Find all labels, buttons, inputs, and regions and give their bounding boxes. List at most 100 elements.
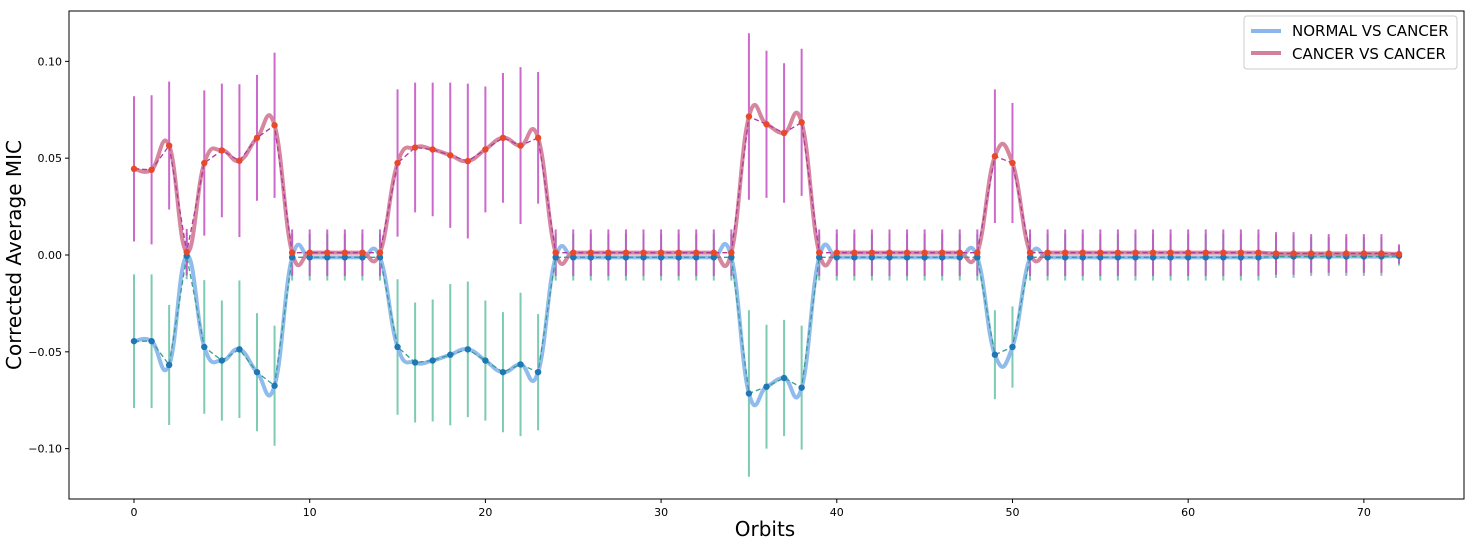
data-point-cancer-vs-cancer: [183, 248, 190, 256]
data-point-cancer-vs-cancer: [1290, 250, 1297, 257]
data-point-normal-vs-cancer: [956, 254, 963, 261]
x-axis-title: Orbits: [735, 517, 795, 541]
data-point-cancer-vs-cancer: [271, 122, 278, 129]
data-point-cancer-vs-cancer: [218, 147, 226, 154]
y-tick-label: −0.10: [28, 443, 62, 456]
y-tick-label: −0.05: [28, 346, 62, 359]
data-point-cancer-vs-cancer: [868, 249, 876, 256]
data-point-cancer-vs-cancer: [622, 249, 630, 256]
x-tick-label: 60: [1181, 506, 1195, 519]
data-point-cancer-vs-cancer: [851, 249, 858, 256]
data-point-normal-vs-cancer: [1009, 343, 1016, 351]
data-point-cancer-vs-cancer: [148, 166, 155, 173]
data-point-normal-vs-cancer: [148, 337, 155, 345]
data-point-cancer-vs-cancer: [130, 165, 138, 173]
data-point-cancer-vs-cancer: [974, 249, 981, 256]
data-point-normal-vs-cancer: [482, 357, 489, 364]
data-point-normal-vs-cancer: [833, 254, 840, 261]
data-point-cancer-vs-cancer: [447, 152, 454, 159]
data-point-normal-vs-cancer: [201, 343, 208, 351]
data-point-normal-vs-cancer: [341, 254, 349, 261]
y-axis-title: Corrected Average MIC: [2, 140, 26, 370]
data-point-cancer-vs-cancer: [1395, 250, 1403, 258]
data-point-cancer-vs-cancer: [1237, 249, 1245, 256]
data-point-normal-vs-cancer: [165, 361, 173, 369]
data-point-cancer-vs-cancer: [1132, 249, 1139, 256]
data-point-cancer-vs-cancer: [886, 249, 893, 256]
data-point-cancer-vs-cancer: [921, 249, 928, 256]
data-point-cancer-vs-cancer: [1009, 159, 1016, 167]
data-point-normal-vs-cancer: [499, 368, 507, 376]
data-point-cancer-vs-cancer: [1220, 249, 1227, 256]
data-point-cancer-vs-cancer: [288, 249, 296, 256]
legend: NORMAL VS CANCER CANCER VS CANCER: [1243, 15, 1458, 70]
data-point-cancer-vs-cancer: [236, 157, 243, 164]
data-point-cancer-vs-cancer: [201, 159, 208, 167]
data-point-cancer-vs-cancer: [728, 249, 735, 256]
data-point-cancer-vs-cancer: [1149, 249, 1157, 256]
x-tick-label: 40: [830, 506, 844, 519]
y-tick-label: 0.00: [38, 249, 63, 262]
data-point-cancer-vs-cancer: [1044, 249, 1051, 256]
data-point-normal-vs-cancer: [1167, 254, 1174, 261]
data-point-cancer-vs-cancer: [552, 249, 559, 256]
data-point-normal-vs-cancer: [464, 346, 472, 353]
data-point-normal-vs-cancer: [394, 343, 401, 351]
data-point-normal-vs-cancer: [1026, 254, 1034, 261]
x-tick-label: 70: [1357, 506, 1371, 519]
data-point-cancer-vs-cancer: [394, 159, 401, 167]
data-point-cancer-vs-cancer: [587, 249, 595, 256]
data-point-cancer-vs-cancer: [482, 146, 489, 153]
data-point-normal-vs-cancer: [429, 357, 436, 364]
data-point-normal-vs-cancer: [1132, 254, 1139, 261]
data-point-normal-vs-cancer: [605, 254, 612, 261]
x-tick-label: 30: [654, 506, 668, 519]
data-point-cancer-vs-cancer: [1167, 249, 1174, 256]
data-point-normal-vs-cancer: [974, 254, 981, 261]
legend-label-cancer-vs-cancer: CANCER VS CANCER: [1292, 45, 1446, 63]
data-point-cancer-vs-cancer: [570, 249, 577, 256]
data-point-cancer-vs-cancer: [165, 142, 173, 149]
data-point-cancer-vs-cancer: [1360, 250, 1368, 257]
data-point-normal-vs-cancer: [288, 254, 296, 261]
data-point-cancer-vs-cancer: [693, 249, 700, 256]
data-point-normal-vs-cancer: [552, 254, 559, 261]
data-point-cancer-vs-cancer: [991, 153, 999, 160]
data-point-cancer-vs-cancer: [1114, 249, 1122, 256]
data-point-normal-vs-cancer: [447, 351, 454, 358]
data-point-normal-vs-cancer: [693, 254, 700, 261]
data-point-normal-vs-cancer: [570, 254, 577, 261]
data-point-normal-vs-cancer: [1202, 254, 1209, 261]
data-point-normal-vs-cancer: [728, 254, 735, 261]
data-point-normal-vs-cancer: [657, 254, 665, 261]
markers: [130, 113, 1403, 397]
data-point-cancer-vs-cancer: [745, 113, 753, 120]
data-point-cancer-vs-cancer: [675, 249, 682, 256]
legend-box: [1243, 15, 1458, 70]
data-point-cancer-vs-cancer: [1079, 249, 1086, 256]
data-point-cancer-vs-cancer: [763, 121, 770, 128]
data-point-cancer-vs-cancer: [517, 142, 524, 149]
data-point-cancer-vs-cancer: [798, 119, 805, 126]
data-point-cancer-vs-cancer: [429, 146, 436, 153]
data-point-normal-vs-cancer: [886, 254, 893, 261]
data-point-normal-vs-cancer: [921, 254, 928, 261]
data-point-normal-vs-cancer: [1237, 254, 1245, 261]
data-point-cancer-vs-cancer: [816, 249, 823, 256]
data-point-cancer-vs-cancer: [1343, 250, 1350, 257]
data-point-normal-vs-cancer: [1061, 254, 1069, 261]
data-point-cancer-vs-cancer: [376, 249, 384, 256]
data-point-normal-vs-cancer: [816, 254, 823, 261]
y-tick-label: 0.10: [38, 55, 63, 68]
data-point-normal-vs-cancer: [306, 254, 313, 261]
x-tick-label: 0: [131, 506, 138, 519]
data-point-normal-vs-cancer: [1220, 254, 1227, 261]
data-point-normal-vs-cancer: [376, 254, 384, 261]
data-point-normal-vs-cancer: [675, 254, 682, 261]
data-point-normal-vs-cancer: [1044, 254, 1051, 261]
data-point-normal-vs-cancer: [763, 383, 770, 390]
data-point-normal-vs-cancer: [1255, 254, 1262, 261]
data-point-normal-vs-cancer: [903, 254, 911, 261]
data-point-normal-vs-cancer: [359, 254, 366, 261]
x-tick-label: 50: [1005, 506, 1019, 519]
